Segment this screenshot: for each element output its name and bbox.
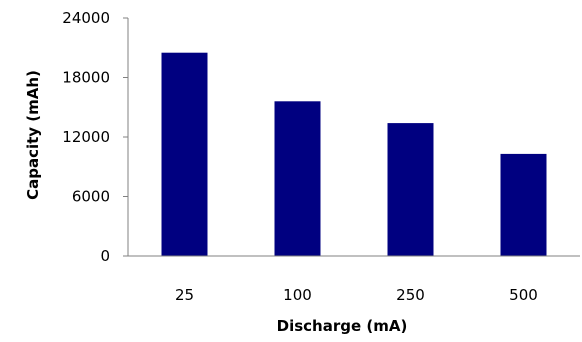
x-tick-label: 500 (509, 286, 538, 304)
y-tick-label: 12000 (62, 128, 110, 146)
y-tick-label: 24000 (62, 9, 110, 27)
y-tick-label: 0 (100, 247, 110, 265)
bar-100 (274, 101, 321, 256)
bar-500 (500, 153, 547, 256)
bars-layer (161, 52, 547, 257)
y-tick-label: 18000 (62, 69, 110, 87)
y-ticks: 0 6000 12000 18000 24000 (62, 9, 128, 265)
y-tick-label: 6000 (72, 188, 110, 206)
x-axis-title: Discharge (mA) (277, 317, 408, 335)
x-tick-label: 250 (396, 286, 425, 304)
x-ticks: 25 100 250 500 (175, 286, 538, 304)
y-axis-title: Capacity (mAh) (24, 70, 42, 200)
x-tick-label: 25 (175, 286, 194, 304)
bar-25 (161, 52, 208, 257)
bar-250 (387, 123, 434, 256)
x-tick-label: 100 (283, 286, 312, 304)
